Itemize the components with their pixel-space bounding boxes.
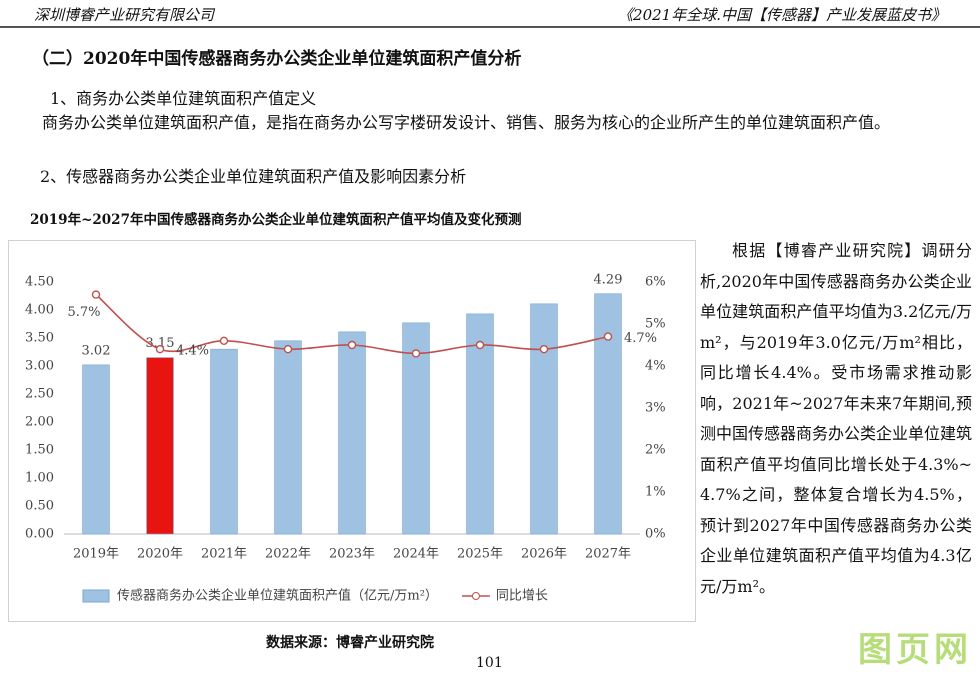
y-tick-label: 1.00: [25, 471, 54, 486]
y2-tick-label: 0%: [645, 527, 666, 542]
line-marker: [539, 344, 549, 354]
legend-swatch: [82, 589, 110, 603]
bar: [82, 364, 110, 535]
chart-title: 2019年~2027年中国传感器商务办公类企业单位建筑面积产值平均值及变化预测: [30, 212, 522, 228]
source: 数据来源：博睿产业研究院: [266, 635, 434, 651]
y2-tick-label: 5%: [645, 317, 666, 332]
section-title: （二）2020年中国传感器商务办公类企业单位建筑面积产值分析: [32, 49, 522, 69]
header-rule: [0, 26, 980, 28]
bar: [338, 331, 366, 535]
legend-swatch: [471, 592, 480, 600]
bar: [466, 313, 494, 535]
bar: [146, 357, 174, 535]
y2-tick-label: 4%: [645, 359, 666, 374]
chart: 0.00 0.50 1.00 1.50 2.00 2.50 3.00 3.50 4.00 4.50…: [8, 240, 696, 622]
x-tick-label: 2024年: [393, 547, 439, 562]
bar: [210, 348, 238, 535]
bar: [594, 293, 622, 535]
bar: [274, 340, 302, 535]
line-marker: [283, 344, 293, 354]
watermark: 图页网: [858, 630, 972, 670]
y-tick-label: 4.00: [25, 303, 54, 318]
x-tick-label: 2020年: [137, 547, 183, 562]
x-tick-label: 2023年: [329, 547, 375, 562]
y-tick-label: 3.00: [25, 359, 54, 374]
page-number: 101: [476, 655, 503, 671]
x-tick-label: 2022年: [265, 547, 311, 562]
x-tick-label: 2027年: [585, 547, 631, 562]
paragraph: 2、传感器商务办公类企业单位建筑面积产值及影响因素分析: [40, 167, 467, 186]
y-tick-label: 3.50: [25, 331, 54, 346]
legend-label: 同比增长: [496, 589, 548, 604]
bar: [402, 322, 430, 535]
y2-tick-label: 3%: [645, 401, 666, 416]
x-tick-label: 2019年: [73, 547, 119, 562]
line-marker: [91, 290, 101, 299]
line-label: 4.4%: [176, 344, 209, 359]
y-tick-label: 0.00: [25, 527, 54, 542]
y-tick-label: 4.50: [25, 275, 54, 290]
line-marker: [347, 340, 357, 350]
y-tick-label: 2.50: [25, 387, 54, 402]
line-marker: [155, 344, 165, 354]
side-paragraph: 根据【博睿产业研究院】调研分析,2020年中国传感器商务办公类企业单位建筑面积产…: [700, 241, 973, 596]
header-right: 《2021年全球.中国【传感器】产业发展蓝皮书》: [618, 6, 946, 24]
line-marker: [411, 349, 421, 358]
line-marker: [219, 336, 229, 346]
bar-label: 3.15: [146, 336, 175, 351]
x-tick-label: 2026年: [521, 547, 567, 562]
line-label: 4.7%: [624, 331, 657, 346]
y2-tick-label: 1%: [645, 485, 666, 500]
y-tick-label: 0.50: [25, 499, 54, 514]
legend-label: 传感器商务办公类企业单位建筑面积产值（亿元/万m²）: [117, 588, 438, 604]
y-tick-label: 2.00: [25, 415, 54, 430]
y2-tick-label: 6%: [645, 275, 666, 290]
header-left: 深圳博睿产业研究有限公司: [34, 6, 215, 24]
bar-label: 3.02: [82, 343, 111, 358]
paragraph: 1、商务办公类单位建筑面积产值定义: [50, 89, 317, 108]
line-label: 5.7%: [67, 305, 100, 320]
x-tick-label: 2021年: [201, 547, 247, 562]
bar: [530, 303, 558, 535]
line-marker: [603, 332, 613, 341]
y-tick-label: 1.50: [25, 443, 54, 458]
x-tick-label: 2025年: [457, 547, 503, 562]
y2-tick-label: 2%: [645, 443, 666, 458]
bar-label: 4.29: [594, 272, 623, 287]
paragraph: 商务办公类单位建筑面积产值，是指在商务办公写字楼研发设计、销售、服务为核心的企业…: [42, 113, 891, 132]
line-marker: [475, 340, 485, 350]
